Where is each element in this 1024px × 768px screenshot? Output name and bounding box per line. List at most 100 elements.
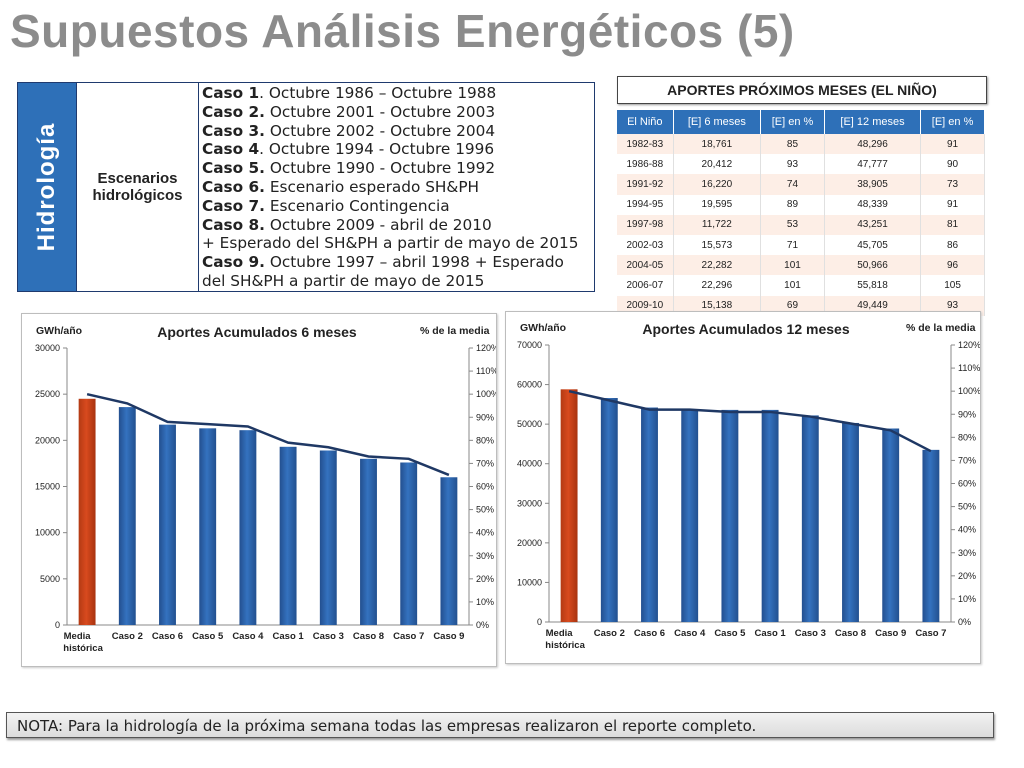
y2-tick-label: 60%	[958, 479, 976, 489]
y-tick-label: 15000	[35, 482, 60, 492]
case-text: + Esperado del SH&PH a partir de mayo de…	[202, 234, 579, 253]
case-line: Caso 5. Octubre 1990 - Octubre 1992	[202, 159, 591, 178]
nino-header-cell: [E] en %	[760, 110, 825, 134]
case-label: Caso 4	[202, 140, 260, 159]
x-tick-label: Caso 9	[875, 628, 906, 639]
nino-row: 1982-83 18,761 85 48,296 91	[617, 134, 985, 155]
case-text: . Octubre 1986 – Octubre 1988	[259, 84, 497, 102]
nino-cell: 15,138	[673, 295, 762, 316]
case-line: Caso 6. Escenario esperado SH&PH	[202, 178, 591, 197]
nino-cell: 2004-05	[617, 255, 674, 276]
x-tick-label: Caso 1	[755, 628, 787, 639]
nino-cell: 1982-83	[617, 134, 674, 155]
nino-row: 2002-03 15,573 71 45,705 86	[617, 234, 985, 256]
case-text: Octubre 2001 - Octubre 2003	[264, 102, 496, 121]
case-line: del SH&PH a partir de mayo de 2015	[202, 272, 591, 291]
nino-header-cell: [E] 6 meses	[673, 110, 762, 134]
x-tick-label: Media histórica	[545, 628, 585, 651]
nino-cell: 81	[920, 214, 985, 235]
case-line: Caso 9. Octubre 1997 – abril 1998 + Espe…	[202, 253, 591, 272]
bar	[440, 477, 458, 625]
nino-header-cell: El Niño	[617, 110, 674, 134]
nino-cell: 71	[760, 234, 825, 256]
bar	[600, 398, 618, 622]
x-tick-label: Caso 7	[393, 631, 424, 642]
x-tick-label: Caso 4	[232, 631, 264, 642]
y2-tick-label: 50%	[476, 505, 494, 515]
nino-cell: 15,573	[673, 234, 762, 256]
y-tick-label: 40000	[517, 459, 542, 469]
nino-cell: 49,449	[824, 295, 922, 316]
nino-row: 2004-05 22,282 101 50,966 96	[617, 255, 985, 276]
nino-cell: 2006-07	[617, 275, 674, 296]
y-tick-label: 30000	[35, 343, 60, 353]
nino-cell: 48,339	[824, 194, 922, 215]
bar	[922, 449, 940, 622]
y2-tick-label: 40%	[476, 528, 494, 538]
y-tick-label: 0	[537, 617, 542, 627]
nino-cell: 22,296	[673, 275, 762, 296]
y2-tick-label: 70%	[958, 455, 976, 465]
case-text: . Octubre 1994 - Octubre 1996	[259, 140, 495, 159]
nino-cell: 18,761	[673, 134, 762, 155]
case-text: del SH&PH a partir de mayo de 2015	[202, 271, 485, 290]
case-label: Caso 1	[202, 84, 260, 102]
case-label: Caso 7.	[202, 196, 265, 215]
nino-table: El Niño [E] 6 meses [E] en % [E] 12 meses [E…	[617, 110, 985, 316]
nino-cell: 1994-95	[617, 194, 674, 215]
y2-tick-label: 10%	[958, 594, 976, 604]
y2-tick-label: 10%	[476, 597, 494, 607]
case-label: Caso 9.	[202, 253, 265, 272]
x-tick-label: Caso 9	[433, 631, 464, 642]
hydrology-table: Hidrología Escenarios hidrológicos Caso …	[17, 82, 595, 292]
pct-line	[568, 389, 932, 453]
nino-row: 1986-88 20,412 93 47,777 90	[617, 154, 985, 175]
bar-media	[560, 389, 578, 622]
nino-cell: 93	[920, 295, 985, 316]
nino-header-cell: [E] 12 meses	[824, 110, 922, 134]
y2-axis-label: % de la media	[420, 325, 490, 337]
nino-cell: 2009-10	[617, 295, 674, 316]
y-tick-label: 70000	[517, 340, 542, 350]
bar	[360, 458, 377, 625]
bar	[279, 446, 297, 625]
x-tick-label: Caso 6	[634, 628, 665, 639]
x-tick-label: Caso 3	[795, 628, 826, 639]
y-tick-label: 10000	[517, 577, 542, 587]
nino-cell: 86	[920, 234, 985, 256]
nino-cell: 90	[920, 154, 985, 175]
y2-tick-label: 20%	[476, 574, 494, 584]
nino-cell: 11,722	[673, 214, 762, 235]
bar	[239, 430, 257, 625]
bar	[199, 428, 217, 625]
nino-row: 1991-92 16,220 74 38,905 73	[617, 174, 985, 195]
bar	[641, 407, 658, 622]
nino-cell: 22,282	[673, 255, 762, 276]
y-tick-label: 30000	[517, 498, 542, 508]
nino-cell: 1986-88	[617, 154, 674, 175]
y2-tick-label: 0%	[958, 617, 971, 627]
nino-cell: 48,296	[824, 134, 922, 155]
y2-tick-label: 0%	[476, 620, 489, 630]
x-tick-label: Caso 6	[152, 631, 183, 642]
y2-tick-label: 100%	[958, 386, 980, 396]
bar	[400, 462, 418, 625]
x-tick-label: Caso 2	[594, 628, 625, 639]
nino-cell: 105	[920, 275, 985, 296]
chart-12-months: Aportes Acumulados 12 meses GWh/año % de l…	[505, 311, 981, 664]
nino-cell: 73	[920, 174, 985, 195]
x-tick-label: Caso 8	[353, 631, 384, 642]
chart-12-months-svg: Aportes Acumulados 12 meses GWh/año % de l…	[517, 321, 980, 651]
case-line: + Esperado del SH&PH a partir de mayo de…	[202, 234, 591, 253]
nino-cell: 2002-03	[617, 234, 674, 256]
nino-row: 1994-95 19,595 89 48,339 91	[617, 194, 985, 215]
y-tick-label: 5000	[40, 574, 60, 584]
x-tick-label: Caso 7	[915, 628, 946, 639]
nino-cell: 19,595	[673, 194, 762, 215]
chart-title: Aportes Acumulados 12 meses	[642, 321, 849, 337]
nino-cell: 91	[920, 194, 985, 215]
case-line: Caso 2. Octubre 2001 - Octubre 2003	[202, 103, 591, 122]
y2-tick-label: 90%	[476, 412, 494, 422]
y2-tick-label: 30%	[958, 548, 976, 558]
bar-media	[78, 398, 96, 625]
